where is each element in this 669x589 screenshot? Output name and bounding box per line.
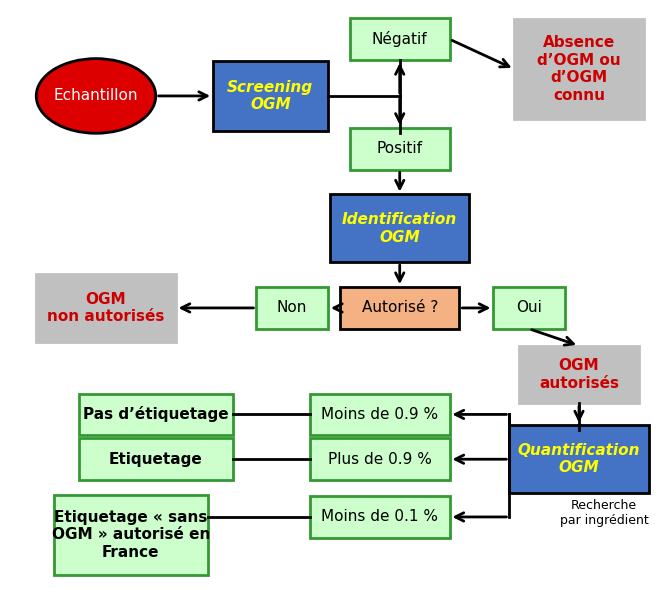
- Text: Autorisé ?: Autorisé ?: [361, 300, 438, 316]
- Ellipse shape: [36, 59, 156, 133]
- Text: OGM
autorisés: OGM autorisés: [539, 359, 619, 391]
- FancyBboxPatch shape: [330, 194, 470, 262]
- Text: Plus de 0.9 %: Plus de 0.9 %: [328, 452, 432, 466]
- Text: Etiquetage « sans
OGM » autorisé en
France: Etiquetage « sans OGM » autorisé en Fran…: [52, 510, 210, 560]
- FancyBboxPatch shape: [78, 393, 233, 435]
- FancyBboxPatch shape: [340, 287, 460, 329]
- Text: Etiquetage: Etiquetage: [109, 452, 203, 466]
- Text: Pas d’étiquetage: Pas d’étiquetage: [83, 406, 229, 422]
- Text: Absence
d’OGM ou
d’OGM
connu: Absence d’OGM ou d’OGM connu: [537, 35, 621, 102]
- FancyBboxPatch shape: [509, 425, 649, 493]
- FancyBboxPatch shape: [310, 438, 450, 480]
- FancyBboxPatch shape: [54, 495, 208, 575]
- Text: Moins de 0.1 %: Moins de 0.1 %: [321, 509, 438, 524]
- Text: Recherche
par ingrédient: Recherche par ingrédient: [559, 499, 648, 527]
- Text: Oui: Oui: [516, 300, 542, 316]
- FancyBboxPatch shape: [310, 496, 450, 538]
- FancyBboxPatch shape: [310, 393, 450, 435]
- FancyBboxPatch shape: [256, 287, 328, 329]
- Text: Quantification
OGM: Quantification OGM: [518, 443, 640, 475]
- Text: Négatif: Négatif: [372, 31, 427, 47]
- FancyBboxPatch shape: [350, 128, 450, 170]
- Text: Moins de 0.9 %: Moins de 0.9 %: [321, 407, 438, 422]
- FancyBboxPatch shape: [493, 287, 565, 329]
- Text: OGM
non autorisés: OGM non autorisés: [47, 292, 165, 324]
- Text: Non: Non: [277, 300, 307, 316]
- FancyBboxPatch shape: [350, 18, 450, 60]
- FancyBboxPatch shape: [213, 61, 328, 131]
- Text: Echantillon: Echantillon: [54, 88, 138, 104]
- Text: Positif: Positif: [377, 141, 423, 156]
- FancyBboxPatch shape: [78, 438, 233, 480]
- Text: Screening
OGM: Screening OGM: [227, 80, 313, 112]
- Text: Identification
OGM: Identification OGM: [342, 212, 458, 244]
- FancyBboxPatch shape: [36, 274, 176, 342]
- FancyBboxPatch shape: [514, 19, 644, 119]
- FancyBboxPatch shape: [519, 346, 639, 403]
